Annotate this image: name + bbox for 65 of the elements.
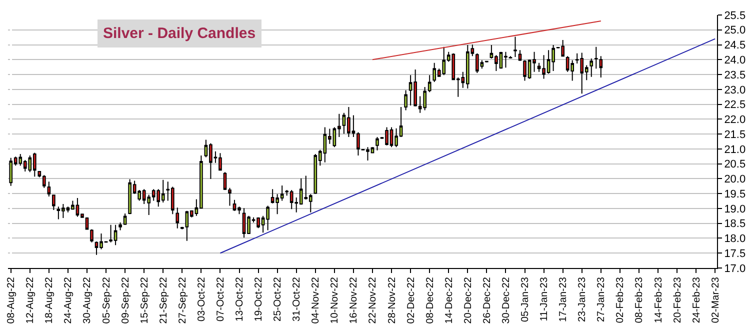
y-tick-label: 17.5 bbox=[724, 248, 746, 260]
y-tick-label: 22.5 bbox=[724, 99, 746, 112]
candlestick bbox=[514, 36, 517, 58]
x-tick-label: 15-Sep-22 bbox=[139, 276, 150, 324]
x-tick-label: 25-Oct-22 bbox=[272, 276, 284, 322]
x-tick-label: 20-Feb-23 bbox=[672, 276, 684, 324]
y-tick-label: 24.5 bbox=[724, 40, 746, 52]
x-tick-label: 18-Aug-22 bbox=[44, 276, 56, 324]
y-tick-label: 25.0 bbox=[724, 24, 746, 37]
x-tick-label: 05-Jan-23 bbox=[520, 276, 532, 322]
y-tick-label: 21.0 bbox=[724, 144, 746, 156]
y-tick-label: 19.0 bbox=[724, 203, 746, 216]
x-tick-label: 12-Aug-22 bbox=[25, 276, 36, 324]
candlestick bbox=[176, 207, 180, 229]
x-tick-label: 09-Sep-22 bbox=[120, 276, 132, 324]
x-tick-label: 08-Dec-22 bbox=[424, 276, 436, 324]
x-tick-label: 23-Jan-23 bbox=[577, 276, 588, 322]
y-tick-label: 21.5 bbox=[724, 128, 746, 141]
x-tick-label: 31-Oct-22 bbox=[292, 276, 303, 322]
x-tick-label: 24-Feb-23 bbox=[691, 276, 702, 324]
x-tick-label: 14-Feb-23 bbox=[653, 276, 664, 324]
candlestick bbox=[376, 136, 379, 151]
y-tick-label: 24.0 bbox=[724, 54, 746, 66]
x-tick-label: 02-Mar-23 bbox=[710, 276, 722, 324]
x-tick-label: 26-Dec-22 bbox=[482, 276, 493, 324]
y-tick-label: 20.5 bbox=[724, 158, 746, 171]
x-tick-label: 14-Dec-22 bbox=[444, 276, 455, 324]
x-tick-label: 10-Nov-22 bbox=[330, 276, 341, 324]
y-tick-label: 25.5 bbox=[724, 10, 746, 22]
x-tick-label: 17-Jan-23 bbox=[558, 276, 570, 322]
y-tick-label: 22.0 bbox=[724, 114, 746, 126]
candlestick bbox=[52, 194, 56, 210]
x-tick-label: 19-Oct-22 bbox=[254, 276, 265, 322]
y-tick-label: 23.0 bbox=[724, 84, 746, 96]
candlestick bbox=[590, 58, 594, 78]
y-tick-label: 17.0 bbox=[724, 262, 746, 275]
x-tick-label: 02-Dec-22 bbox=[406, 276, 417, 324]
x-tick-label: 11-Jan-23 bbox=[539, 276, 550, 322]
x-tick-label: 27-Jan-23 bbox=[596, 276, 608, 322]
x-tick-label: 24-Aug-22 bbox=[63, 276, 74, 324]
text: Silver - Daily Candles bbox=[103, 25, 256, 42]
x-tick-label: 20-Dec-22 bbox=[462, 276, 474, 324]
x-tick-label: 27-Sep-22 bbox=[177, 276, 188, 324]
candlestick bbox=[404, 90, 408, 111]
y-tick-label: 23.5 bbox=[724, 69, 746, 82]
x-tick-label: 05-Sep-22 bbox=[101, 276, 112, 324]
x-tick-label: 13-Oct-22 bbox=[234, 276, 246, 322]
candlestick bbox=[518, 50, 522, 62]
y-tick-label: 18.0 bbox=[724, 233, 746, 246]
x-tick-label: 07-Oct-22 bbox=[215, 276, 226, 322]
x-tick-label: 30-Dec-22 bbox=[500, 276, 512, 324]
x-tick-label: 04-Nov-22 bbox=[310, 276, 322, 324]
y-tick-label: 18.5 bbox=[724, 218, 746, 230]
x-tick-label: 02-Feb-23 bbox=[615, 276, 626, 324]
candlestick bbox=[47, 181, 51, 198]
x-tick-label: 08-Feb-23 bbox=[634, 276, 646, 324]
y-tick-label: 19.5 bbox=[724, 188, 746, 200]
x-tick-label: 03-Oct-22 bbox=[196, 276, 208, 322]
x-tick-label: 22-Nov-22 bbox=[368, 276, 379, 324]
x-tick-label: 16-Nov-22 bbox=[348, 276, 360, 324]
x-tick-label: 08-Aug-22 bbox=[6, 276, 18, 324]
y-tick-label: 20.0 bbox=[724, 174, 746, 186]
x-tick-label: 21-Sep-22 bbox=[158, 276, 170, 324]
x-tick-label: 28-Nov-22 bbox=[386, 276, 398, 324]
x-tick-label: 30-Aug-22 bbox=[82, 276, 94, 324]
